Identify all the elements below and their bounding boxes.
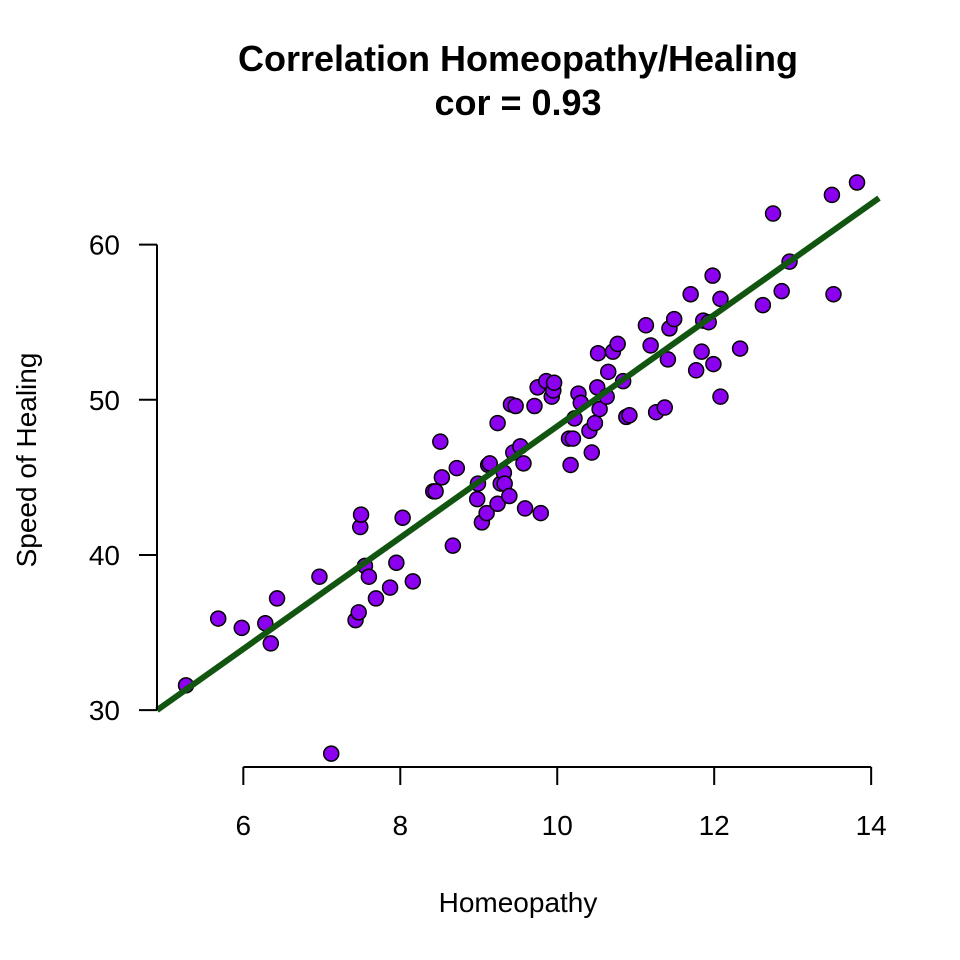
data-point: [665, 310, 683, 328]
data-point: [501, 487, 518, 505]
data-point: [773, 282, 790, 300]
y-axis-label: Speed of Healing: [11, 353, 42, 568]
data-point: [705, 355, 722, 373]
data-point: [712, 388, 729, 405]
data-point: [621, 407, 638, 424]
data-point: [478, 504, 495, 522]
data-point: [516, 500, 534, 517]
data-point: [848, 174, 866, 191]
data-point: [764, 205, 782, 222]
data-point: [682, 286, 699, 303]
data-point: [311, 568, 328, 585]
data-point: [754, 296, 772, 314]
regression-line: [155, 195, 881, 713]
y-tick-label: 50: [89, 385, 120, 416]
data-point: [262, 635, 280, 652]
data-point: [444, 537, 462, 554]
data-point: [515, 455, 532, 472]
x-tick-label: 8: [392, 810, 408, 841]
data-point: [825, 286, 842, 303]
chart-title: Correlation Homeopathy/Healing: [238, 38, 798, 79]
y-axis-ticks: 30 40 50 60: [89, 230, 157, 726]
data-point: [823, 186, 841, 204]
data-point: [687, 362, 705, 379]
data-point: [586, 414, 604, 432]
data-point: [659, 351, 677, 368]
data-point: [583, 444, 601, 461]
x-tick-label: 12: [699, 810, 730, 841]
x-tick-label: 10: [542, 810, 573, 841]
y-tick-label: 40: [89, 540, 120, 571]
data-point: [600, 363, 617, 381]
x-axis-label: Homeopathy: [439, 887, 598, 918]
data-point: [367, 590, 385, 607]
data-point: [489, 414, 506, 432]
chart-subtitle: cor = 0.93: [434, 82, 601, 123]
data-point: [433, 469, 451, 486]
data-point: [322, 745, 340, 762]
data-point: [642, 337, 659, 354]
data-point: [404, 573, 422, 590]
data-point: [350, 604, 367, 621]
data-point: [545, 374, 563, 391]
data-point: [233, 619, 251, 637]
data-point: [394, 509, 411, 526]
data-point: [448, 459, 466, 477]
data-point: [562, 456, 579, 474]
plot-area: [155, 174, 881, 762]
data-point: [609, 335, 626, 353]
data-point: [526, 397, 543, 415]
data-point: [712, 290, 729, 308]
data-point: [468, 490, 486, 508]
x-tick-label: 6: [236, 810, 252, 841]
data-point: [704, 267, 721, 284]
data-point: [731, 340, 749, 357]
data-point: [489, 495, 506, 513]
x-axis-ticks: 6 8 10 12 14: [236, 767, 887, 841]
data-point: [432, 433, 449, 450]
x-tick-label: 14: [856, 810, 887, 841]
data-point: [591, 400, 608, 418]
data-point: [360, 568, 378, 585]
y-tick-label: 60: [89, 230, 120, 261]
data-point: [589, 344, 607, 362]
data-point: [268, 590, 286, 607]
data-point: [532, 504, 550, 522]
data-point: [388, 554, 405, 571]
data-point: [352, 506, 370, 523]
data-point: [209, 610, 227, 627]
data-point: [564, 430, 582, 447]
data-point: [693, 343, 710, 360]
data-point: [427, 483, 444, 500]
data-point: [381, 579, 399, 596]
y-tick-label: 30: [89, 695, 120, 726]
data-point: [656, 399, 674, 416]
data-point: [637, 317, 655, 334]
data-point: [507, 397, 524, 415]
